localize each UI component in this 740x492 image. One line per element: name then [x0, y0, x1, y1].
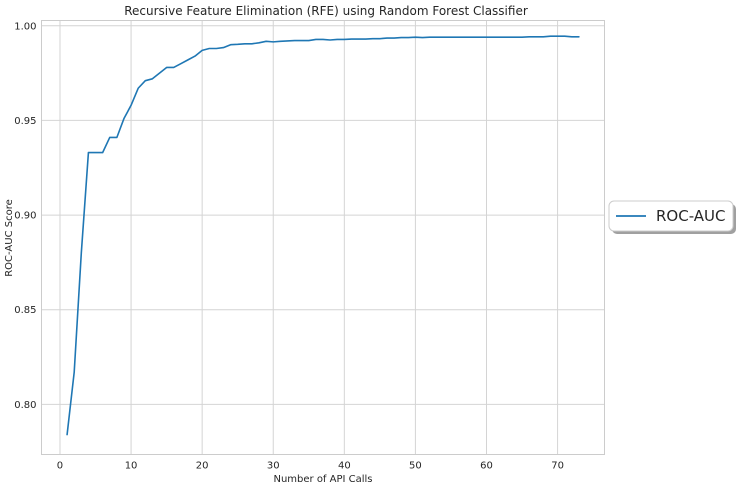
y-axis-label: ROC-AUC Score — [4, 199, 15, 277]
x-tick-label: 0 — [57, 461, 63, 472]
chart-title: Recursive Feature Elimination (RFE) usin… — [124, 4, 528, 18]
y-tick-label: 0.95 — [14, 116, 36, 127]
y-tick-label: 0.85 — [14, 305, 36, 316]
y-tick-label: 0.90 — [14, 211, 36, 222]
x-tick-label: 10 — [125, 461, 138, 472]
y-tick-label: 1.00 — [14, 21, 36, 32]
x-tick-label: 20 — [196, 461, 209, 472]
x-tick-label: 40 — [338, 461, 351, 472]
x-tick-label: 60 — [480, 461, 493, 472]
tick-layer: 0 10 20 30 40 50 60 70 0.80 0.85 0.90 0.95 1.00 — [14, 21, 564, 471]
x-tick-label: 70 — [551, 461, 564, 472]
legend: ROC-AUC — [608, 200, 736, 234]
x-tick-label: 50 — [409, 461, 422, 472]
series-layer — [66, 35, 580, 436]
plot-frame — [41, 20, 605, 455]
series-line-roc-auc — [66, 35, 580, 436]
legend-label: ROC-AUC — [656, 207, 726, 225]
grid-layer — [41, 20, 605, 455]
x-tick-label: 30 — [267, 461, 280, 472]
x-axis-label: Number of API Calls — [273, 474, 372, 485]
legend-box — [608, 200, 734, 232]
y-tick-label: 0.80 — [14, 400, 36, 411]
